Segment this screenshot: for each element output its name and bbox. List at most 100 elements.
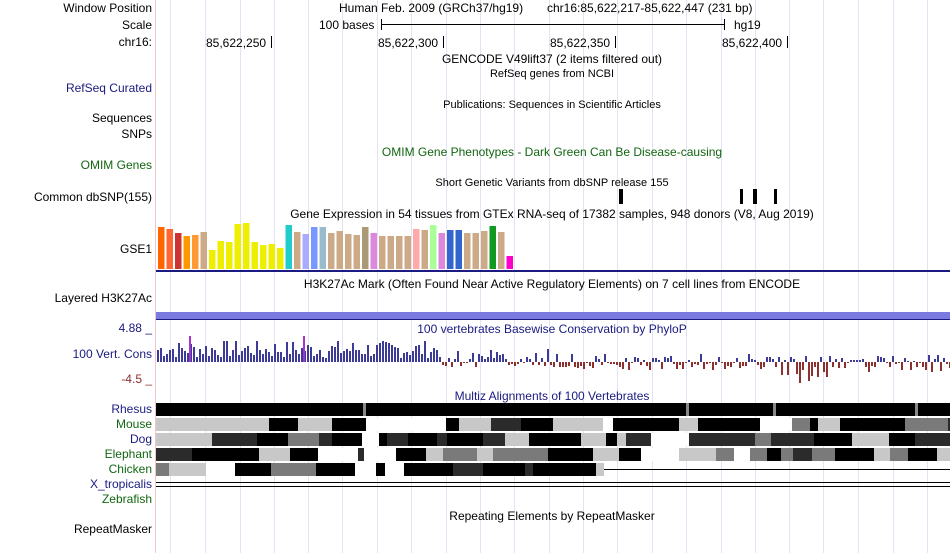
grid-line bbox=[583, 0, 584, 553]
cons-bar-positive bbox=[487, 357, 489, 362]
cons-bar-positive bbox=[493, 358, 495, 362]
cons-bar-negative bbox=[922, 362, 924, 367]
cons-bar-positive bbox=[340, 353, 342, 362]
align-block-dog bbox=[617, 433, 626, 446]
cons-bar-positive bbox=[430, 352, 432, 362]
ruler-tick-label: 85,622,400 bbox=[722, 36, 783, 50]
label-species-elephant[interactable]: Elephant bbox=[104, 447, 152, 461]
gtex-tissue-bar bbox=[336, 231, 343, 269]
align-block-elephant bbox=[908, 448, 937, 461]
grid-line bbox=[480, 0, 481, 553]
cons-bar-negative bbox=[844, 362, 846, 368]
track-title-gtex[interactable]: Gene Expression in 54 tissues from GTEx … bbox=[290, 207, 814, 221]
cons-bar-negative bbox=[577, 362, 579, 368]
track-title-phylop[interactable]: 100 vertebrates Basewise Conservation by… bbox=[417, 322, 687, 336]
label-refseq-curated[interactable]: RefSeq Curated bbox=[65, 81, 152, 95]
track-title-omim[interactable]: OMIM Gene Phenotypes - Dark Green Can Be… bbox=[381, 145, 723, 159]
label-100-vert-cons[interactable]: 100 Vert. Cons bbox=[72, 347, 152, 361]
cons-bar-positive bbox=[184, 351, 186, 362]
gtex-tissue-bar bbox=[319, 227, 326, 269]
cons-bar-positive bbox=[217, 355, 219, 362]
cons-bar-positive bbox=[880, 357, 882, 362]
align-block-mouse bbox=[880, 418, 905, 431]
label-snps[interactable]: SNPs bbox=[121, 127, 152, 141]
cons-bar-positive bbox=[526, 357, 528, 362]
label-common-dbsnp[interactable]: Common dbSNP(155) bbox=[33, 190, 152, 204]
label-repeatmasker[interactable]: RepeatMasker bbox=[73, 522, 152, 536]
label-species-chicken[interactable]: Chicken bbox=[108, 462, 152, 476]
cons-bar-positive bbox=[904, 358, 906, 362]
cons-bar-positive bbox=[226, 341, 228, 362]
cons-bar-negative bbox=[721, 362, 723, 363]
cons-bar-negative bbox=[712, 362, 714, 370]
track-title-gencode[interactable]: GENCODE V49lift37 (2 items filtered out) bbox=[441, 52, 663, 66]
snp-item[interactable] bbox=[740, 189, 743, 204]
cons-bar-positive bbox=[454, 359, 456, 362]
label-chromosome: chr16: bbox=[118, 35, 152, 49]
cons-bar-positive bbox=[283, 357, 285, 362]
cons-bar-positive bbox=[391, 345, 393, 362]
align-block-mouse bbox=[503, 418, 521, 431]
align-block-dog bbox=[288, 433, 319, 446]
snp-item[interactable] bbox=[753, 189, 757, 204]
cons-bar-positive bbox=[301, 348, 303, 362]
gtex-tissue-bar bbox=[234, 224, 241, 269]
snp-item[interactable] bbox=[774, 189, 777, 204]
align-block-elephant bbox=[937, 448, 950, 461]
cons-bar-positive bbox=[637, 358, 639, 362]
align-block-mouse bbox=[603, 418, 613, 431]
label-gse1[interactable]: GSE1 bbox=[119, 242, 152, 256]
cons-bar-positive bbox=[358, 350, 360, 362]
align-gap-rhesus bbox=[363, 403, 366, 416]
track-title-repeatmasker[interactable]: Repeating Elements by RepeatMasker bbox=[449, 509, 655, 523]
label-species-zebrafish[interactable]: Zebrafish bbox=[101, 492, 152, 506]
align-block-dog bbox=[889, 433, 915, 446]
cons-bar-negative bbox=[610, 362, 612, 364]
cons-bar-negative bbox=[508, 362, 510, 365]
cons-bar-negative bbox=[517, 362, 519, 364]
gtex-tissue-bar bbox=[251, 242, 258, 269]
label-species-mouse[interactable]: Mouse bbox=[115, 417, 152, 431]
cons-bar-negative bbox=[865, 362, 867, 367]
label-species-x-tropicalis[interactable]: X_tropicalis bbox=[89, 477, 152, 491]
cons-bar-negative bbox=[622, 362, 624, 369]
cons-bar-positive bbox=[277, 352, 279, 362]
align-gap-line-zebrafish bbox=[156, 486, 950, 487]
grid-line bbox=[686, 0, 687, 553]
cons-bar-positive bbox=[634, 357, 636, 362]
cons-bar-positive bbox=[418, 345, 420, 362]
align-block-chicken bbox=[235, 463, 271, 476]
label-sequences[interactable]: Sequences bbox=[91, 111, 152, 125]
align-block-elephant bbox=[223, 448, 233, 461]
align-block-elephant bbox=[619, 448, 641, 461]
track-title-h3k27ac[interactable]: H3K27Ac Mark (Often Found Near Active Re… bbox=[303, 277, 801, 291]
cons-bar-positive bbox=[841, 358, 843, 362]
grid-line bbox=[755, 0, 756, 553]
label-species-dog[interactable]: Dog bbox=[129, 432, 152, 446]
cons-bar-negative bbox=[661, 362, 663, 369]
cons-bar-negative bbox=[694, 362, 696, 364]
track-title-multiz[interactable]: Multiz Alignments of 100 Vertebrates bbox=[454, 389, 650, 403]
track-area[interactable] bbox=[156, 0, 950, 553]
cons-bar-positive bbox=[394, 347, 396, 362]
label-species-rhesus[interactable]: Rhesus bbox=[111, 402, 152, 416]
cons-bar-positive bbox=[271, 356, 273, 362]
cons-bar-negative bbox=[940, 362, 942, 371]
h3k27ac-signal[interactable] bbox=[156, 312, 950, 319]
cons-bar-positive bbox=[379, 343, 381, 362]
cons-bar-positive bbox=[478, 354, 480, 362]
align-block-dog bbox=[257, 433, 288, 446]
label-omim-genes[interactable]: OMIM Genes bbox=[80, 158, 152, 172]
cons-bar-negative bbox=[799, 362, 801, 383]
track-title-publications[interactable]: Publications: Sequences in Scientific Ar… bbox=[443, 99, 661, 111]
gtex-tissue-bar bbox=[226, 242, 233, 269]
label-layered-h3k27ac[interactable]: Layered H3K27Ac bbox=[54, 291, 152, 305]
track-title-dbsnp[interactable]: Short Genetic Variants from dbSNP releas… bbox=[435, 177, 669, 189]
cons-bar-positive bbox=[556, 354, 558, 362]
track-title-refseq[interactable]: RefSeq genes from NCBI bbox=[489, 68, 615, 80]
snp-item[interactable] bbox=[619, 189, 623, 204]
align-block-dog bbox=[626, 433, 651, 446]
